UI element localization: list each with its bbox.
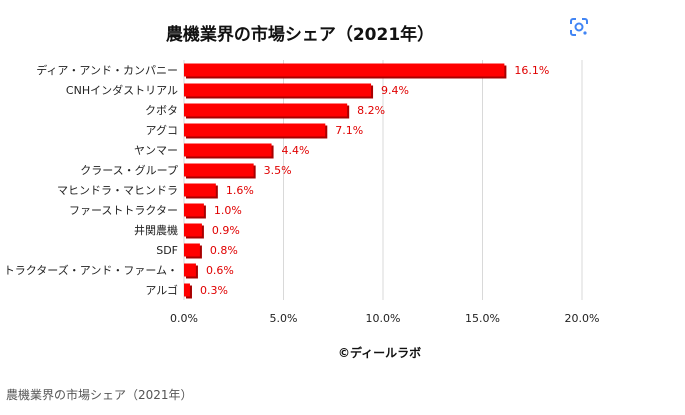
bar	[184, 103, 348, 117]
bar	[184, 163, 254, 177]
value-label: 3.5%	[264, 164, 292, 177]
category-label: クラース・グループ	[80, 163, 178, 177]
bar	[184, 223, 202, 237]
bar	[184, 83, 372, 97]
category-label: アグコ	[146, 123, 178, 137]
bar	[184, 203, 204, 217]
credit-text: ©ディールラボ	[338, 346, 422, 360]
category-label: トラクターズ・アンド・ファーム・	[4, 263, 178, 277]
value-label: 0.9%	[212, 224, 240, 237]
chart-title: 農機業界の市場シェア（2021年）	[165, 25, 435, 45]
value-label: 0.3%	[200, 284, 228, 297]
category-label: ファーストトラクター	[69, 204, 178, 217]
value-label: 4.4%	[282, 144, 310, 157]
value-label: 8.2%	[357, 104, 385, 117]
bar	[184, 63, 505, 77]
value-label: 9.4%	[381, 84, 409, 97]
bar	[184, 143, 272, 157]
figure-caption: 農機業界の市場シェア（2021年）	[6, 388, 193, 402]
labels: 0.0% 5.0% 10.0% 15.0% 20.0% ディア・アンド・カンパニー 16.1…	[4, 63, 600, 325]
bar	[184, 123, 326, 137]
category-label: CNHインダストリアル	[66, 83, 178, 97]
category-label: クボタ	[145, 104, 178, 117]
x-tick-label: 10.0%	[366, 312, 401, 325]
value-label: 0.6%	[206, 264, 234, 277]
grid-lines	[183, 60, 583, 300]
x-tick-label: 0.0%	[170, 312, 198, 325]
bar	[184, 183, 216, 197]
bar	[184, 243, 200, 257]
value-label: 16.1%	[514, 64, 549, 77]
category-label: 井関農機	[134, 223, 178, 237]
category-label: アルゴ	[145, 283, 178, 297]
x-tick-label: 20.0%	[565, 312, 600, 325]
category-label: マヒンドラ・マヒンドラ	[57, 184, 178, 197]
bar	[184, 283, 190, 297]
value-label: 1.6%	[226, 184, 254, 197]
value-label: 1.0%	[214, 204, 242, 217]
x-tick-label: 15.0%	[465, 312, 500, 325]
category-label: ヤンマー	[134, 144, 178, 157]
google-lens-icon[interactable]	[568, 16, 590, 38]
value-label: 7.1%	[335, 124, 363, 137]
category-label: SDF	[156, 244, 178, 257]
bars	[184, 63, 507, 299]
x-tick-label: 5.0%	[270, 312, 298, 325]
category-label: ディア・アンド・カンパニー	[36, 63, 178, 77]
value-label: 0.8%	[210, 244, 238, 257]
bar	[184, 263, 196, 277]
